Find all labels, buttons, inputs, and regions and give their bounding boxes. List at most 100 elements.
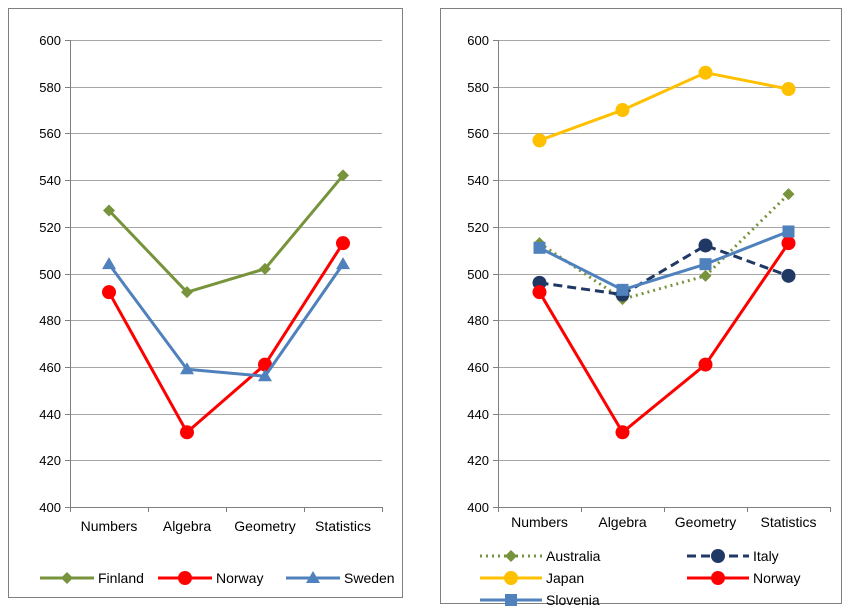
y-tick-label: 460: [467, 360, 489, 375]
legend-item-finland: Finland: [40, 570, 144, 586]
legend-marker: [61, 572, 73, 584]
y-tick-label: 520: [467, 220, 489, 235]
legend-label: Norway: [753, 570, 800, 586]
series-line-norway: [107, 242, 345, 434]
legend-label: Sweden: [344, 570, 395, 586]
legend-marker: [505, 550, 517, 562]
data-point-japan: [781, 82, 796, 97]
data-point-norway: [615, 425, 630, 440]
data-point-sweden: [258, 369, 272, 382]
y-tick-label: 420: [467, 453, 489, 468]
legend-item-norway: Norway: [687, 570, 800, 586]
x-tick-label: Statistics: [315, 518, 371, 534]
x-tick-label: Algebra: [598, 514, 646, 530]
chart-left: 400 420 440 460 480 500 520 540 560 580 600 Numbers…: [8, 8, 403, 598]
series-norway: [102, 236, 350, 440]
y-tick-label: 440: [39, 407, 61, 422]
data-point-italy: [781, 268, 796, 283]
legend-marker: [711, 549, 725, 563]
series-norway: [532, 236, 796, 440]
y-tick-label: 560: [467, 126, 489, 141]
data-point-australia: [782, 188, 795, 201]
series-line-sweden: [107, 263, 345, 378]
series-sweden: [102, 257, 350, 382]
legend-marker: [505, 594, 517, 606]
data-point-finland: [337, 169, 349, 182]
series-line-norway: [538, 242, 790, 434]
legend-item-japan: Japan: [480, 570, 584, 586]
y-tick-label: 580: [467, 80, 489, 95]
data-point-norway: [698, 357, 713, 372]
y-tick-label: 540: [467, 173, 489, 188]
chart-right: 400 420 440 460 480 500 520 540 560 580 600 Numbers…: [440, 8, 842, 608]
series-japan: [532, 65, 796, 148]
y-tick-label: 580: [39, 80, 61, 95]
data-point-sweden: [336, 257, 350, 270]
data-point-sweden: [102, 257, 116, 270]
data-point-finland: [181, 286, 193, 299]
y-tick-label: 400: [39, 500, 61, 515]
data-point-slovenia: [699, 258, 712, 271]
data-point-norway: [258, 357, 272, 372]
data-point-slovenia: [616, 283, 629, 296]
legend-label: Finland: [98, 570, 144, 586]
legend-label: Australia: [546, 548, 601, 564]
data-point-finland: [103, 204, 115, 217]
series-finland: [103, 169, 349, 299]
legend-item-sweden: Sweden: [286, 570, 395, 586]
x-tick-label: Geometry: [234, 518, 295, 534]
data-point-italy: [698, 238, 713, 253]
y-tick-label: 540: [39, 173, 61, 188]
data-point-sweden: [180, 362, 194, 375]
data-point-norway: [180, 425, 194, 440]
series-line-finland: [107, 174, 345, 294]
legend-item-slovenia: Slovenia: [480, 592, 600, 608]
x-tick-label: Geometry: [675, 514, 736, 530]
data-point-japan: [532, 133, 547, 148]
data-point-norway: [102, 285, 116, 300]
legend-item-italy: Italy: [687, 548, 779, 564]
legend-marker: [711, 571, 725, 585]
y-tick-label: 600: [39, 33, 61, 48]
series-line-slovenia: [538, 230, 790, 292]
legend-item-norway: Norway: [158, 570, 263, 586]
legend-label: Italy: [753, 548, 779, 564]
data-point-slovenia: [533, 241, 546, 254]
legend-label: Japan: [546, 570, 584, 586]
y-tick-label: 600: [467, 33, 489, 48]
data-point-norway: [532, 285, 547, 300]
y-tick-label: 460: [39, 360, 61, 375]
series-line-italy: [539, 243, 790, 297]
y-tick-label: 400: [467, 500, 489, 515]
y-tick-label: 440: [467, 407, 489, 422]
data-point-finland: [259, 262, 271, 275]
legend-marker: [306, 571, 320, 583]
y-tick-label: 480: [467, 313, 489, 328]
y-tick-label: 480: [39, 313, 61, 328]
chart-frame: [440, 8, 842, 604]
data-point-norway: [336, 236, 350, 251]
series-line-japan: [538, 71, 789, 142]
y-tick-label: 420: [39, 453, 61, 468]
data-point-norway: [781, 236, 796, 251]
legend-marker: [178, 571, 192, 585]
x-tick-label: Statistics: [760, 514, 816, 530]
y-tick-label: 500: [467, 267, 489, 282]
chart-frame: [8, 8, 403, 598]
y-tick-label: 500: [39, 267, 61, 282]
data-point-australia: [699, 269, 712, 282]
data-point-japan: [615, 103, 630, 118]
data-point-slovenia: [782, 225, 795, 238]
legend-marker: [504, 571, 518, 585]
legend-label: Slovenia: [546, 592, 600, 608]
y-tick-label: 560: [39, 126, 61, 141]
legend-label: Norway: [216, 570, 263, 586]
x-tick-label: Numbers: [511, 514, 568, 530]
x-tick-label: Numbers: [81, 518, 138, 534]
series-slovenia: [533, 225, 795, 296]
legend-item-australia: Australia: [480, 548, 601, 564]
data-point-japan: [698, 65, 713, 80]
y-tick-label: 520: [39, 220, 61, 235]
x-tick-label: Algebra: [163, 518, 211, 534]
